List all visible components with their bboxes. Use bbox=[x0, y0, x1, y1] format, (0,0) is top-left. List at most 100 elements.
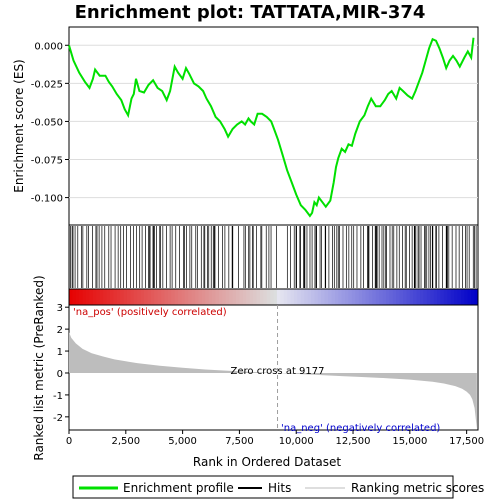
color-bar-segment bbox=[447, 289, 452, 305]
color-bar-segment bbox=[89, 289, 94, 305]
color-bar-segment bbox=[130, 289, 135, 305]
es-tick-label: -0.050 bbox=[31, 117, 63, 128]
metric-tick-label: 2 bbox=[57, 325, 63, 336]
color-bar-segment bbox=[307, 289, 312, 305]
x-tick-label: 15,000 bbox=[392, 436, 427, 447]
es-y-axis: 0.000 -0.025 -0.050 -0.075 -0.100 bbox=[31, 41, 69, 205]
color-bar-segment bbox=[225, 289, 230, 305]
color-bar-segment bbox=[161, 289, 165, 305]
color-bar-segment bbox=[242, 289, 247, 305]
color-bar-segment bbox=[232, 289, 237, 305]
x-tick-label: 12,500 bbox=[336, 436, 371, 447]
color-bar-segment bbox=[126, 289, 131, 305]
na-neg-annotation: 'na_neg' (negatively correlated) bbox=[281, 423, 440, 434]
color-bar-segment bbox=[184, 289, 189, 305]
color-bar-segment bbox=[256, 289, 261, 305]
color-bar-segment bbox=[368, 289, 373, 305]
color-bar-segment bbox=[450, 289, 455, 305]
color-bar-segment bbox=[440, 289, 445, 305]
x-tick-label: 7,500 bbox=[225, 436, 254, 447]
color-bar-segment bbox=[341, 289, 346, 305]
color-bar-segment bbox=[403, 289, 407, 305]
color-bar-segment bbox=[167, 289, 172, 305]
color-bar-segment bbox=[372, 289, 377, 305]
color-bar-segment bbox=[99, 289, 104, 305]
legend-box bbox=[72, 475, 454, 499]
color-bar-segment bbox=[259, 289, 264, 305]
color-bar-segment bbox=[379, 289, 384, 305]
color-bar-segment bbox=[290, 289, 295, 305]
color-bar-segment bbox=[222, 289, 227, 305]
color-bar-segment bbox=[171, 289, 176, 305]
color-bar-segment bbox=[270, 289, 274, 305]
x-tick-label: 5,000 bbox=[168, 436, 197, 447]
color-bar-segment bbox=[382, 289, 387, 305]
color-bar-segment bbox=[147, 289, 152, 305]
color-bar-segment bbox=[239, 289, 244, 305]
na-pos-annotation: 'na_pos' (positively correlated) bbox=[73, 307, 227, 318]
color-bar-segment bbox=[399, 289, 404, 305]
color-bar-segment bbox=[314, 289, 319, 305]
color-bar-segment bbox=[246, 289, 251, 305]
color-bar-segment bbox=[133, 289, 138, 305]
es-tick-label: -0.075 bbox=[31, 156, 63, 167]
color-bar-segment bbox=[106, 289, 111, 305]
color-bar-segment bbox=[420, 289, 424, 305]
enrichment-profile-line bbox=[68, 37, 475, 218]
color-bar-segment bbox=[304, 289, 309, 305]
color-bar-segment bbox=[229, 289, 234, 305]
color-bar-segment bbox=[212, 289, 217, 305]
color-bar-segment bbox=[416, 289, 421, 305]
color-bar-segment bbox=[310, 289, 315, 305]
color-bar-segment bbox=[72, 289, 77, 305]
color-bar-segment bbox=[143, 289, 148, 305]
metric-tick-label: -2 bbox=[53, 413, 63, 424]
color-bar-segment bbox=[266, 289, 271, 305]
x-axis: 0 2,500 5,000 7,500 10,000 12,500 15,000 17,500 bbox=[66, 430, 484, 447]
color-bar-segment bbox=[457, 289, 462, 305]
metric-y-axis: 3 2 1 0 -1 -2 bbox=[53, 303, 69, 424]
color-bar-segment bbox=[409, 289, 414, 305]
color-bar-segment bbox=[396, 289, 401, 305]
color-bar-segment bbox=[236, 289, 240, 305]
es-axis-label: Enrichment score (ES) bbox=[12, 59, 26, 192]
color-bar-segment bbox=[201, 289, 206, 305]
color-bar-segment bbox=[69, 289, 73, 305]
x-tick-label: 2,500 bbox=[111, 436, 140, 447]
color-bar-segment bbox=[178, 289, 182, 305]
color-bar-segment bbox=[321, 289, 326, 305]
color-bar-segment bbox=[123, 289, 128, 305]
color-bar-segment bbox=[389, 289, 394, 305]
color-bar-segment bbox=[174, 289, 179, 305]
color-bar-segment bbox=[249, 289, 254, 305]
color-bar-segment bbox=[181, 289, 186, 305]
x-tick-label: 17,500 bbox=[449, 436, 484, 447]
color-bar-segment bbox=[218, 289, 223, 305]
color-bar-segment bbox=[437, 289, 442, 305]
color-bar-segment bbox=[426, 289, 431, 305]
color-bar-segment bbox=[116, 289, 121, 305]
color-bar-segment bbox=[120, 289, 125, 305]
color-bar-segment bbox=[198, 289, 203, 305]
color-bar-segment bbox=[392, 289, 397, 305]
color-bar-segment bbox=[276, 289, 281, 305]
color-bar-segment bbox=[263, 289, 268, 305]
color-bar-segment bbox=[328, 289, 332, 305]
color-bar-segment bbox=[96, 289, 101, 305]
color-bar-segment bbox=[287, 289, 292, 305]
color-bar-segment bbox=[253, 289, 257, 305]
color-bar-segment bbox=[406, 289, 411, 305]
color-bar-segment bbox=[109, 289, 114, 305]
metric-tick-label: 0 bbox=[57, 369, 63, 380]
color-bar-segment bbox=[471, 289, 476, 305]
x-axis-label: Rank in Ordered Dataset bbox=[193, 455, 341, 469]
color-bar-segment bbox=[150, 289, 155, 305]
hits-ticks bbox=[68, 226, 477, 288]
color-bar-segment bbox=[348, 289, 353, 305]
color-bar-segment bbox=[79, 289, 84, 305]
metric-tick-label: 1 bbox=[57, 347, 63, 358]
color-bar-segment bbox=[331, 289, 336, 305]
color-bar-segment bbox=[280, 289, 285, 305]
color-bar-segment bbox=[300, 289, 305, 305]
